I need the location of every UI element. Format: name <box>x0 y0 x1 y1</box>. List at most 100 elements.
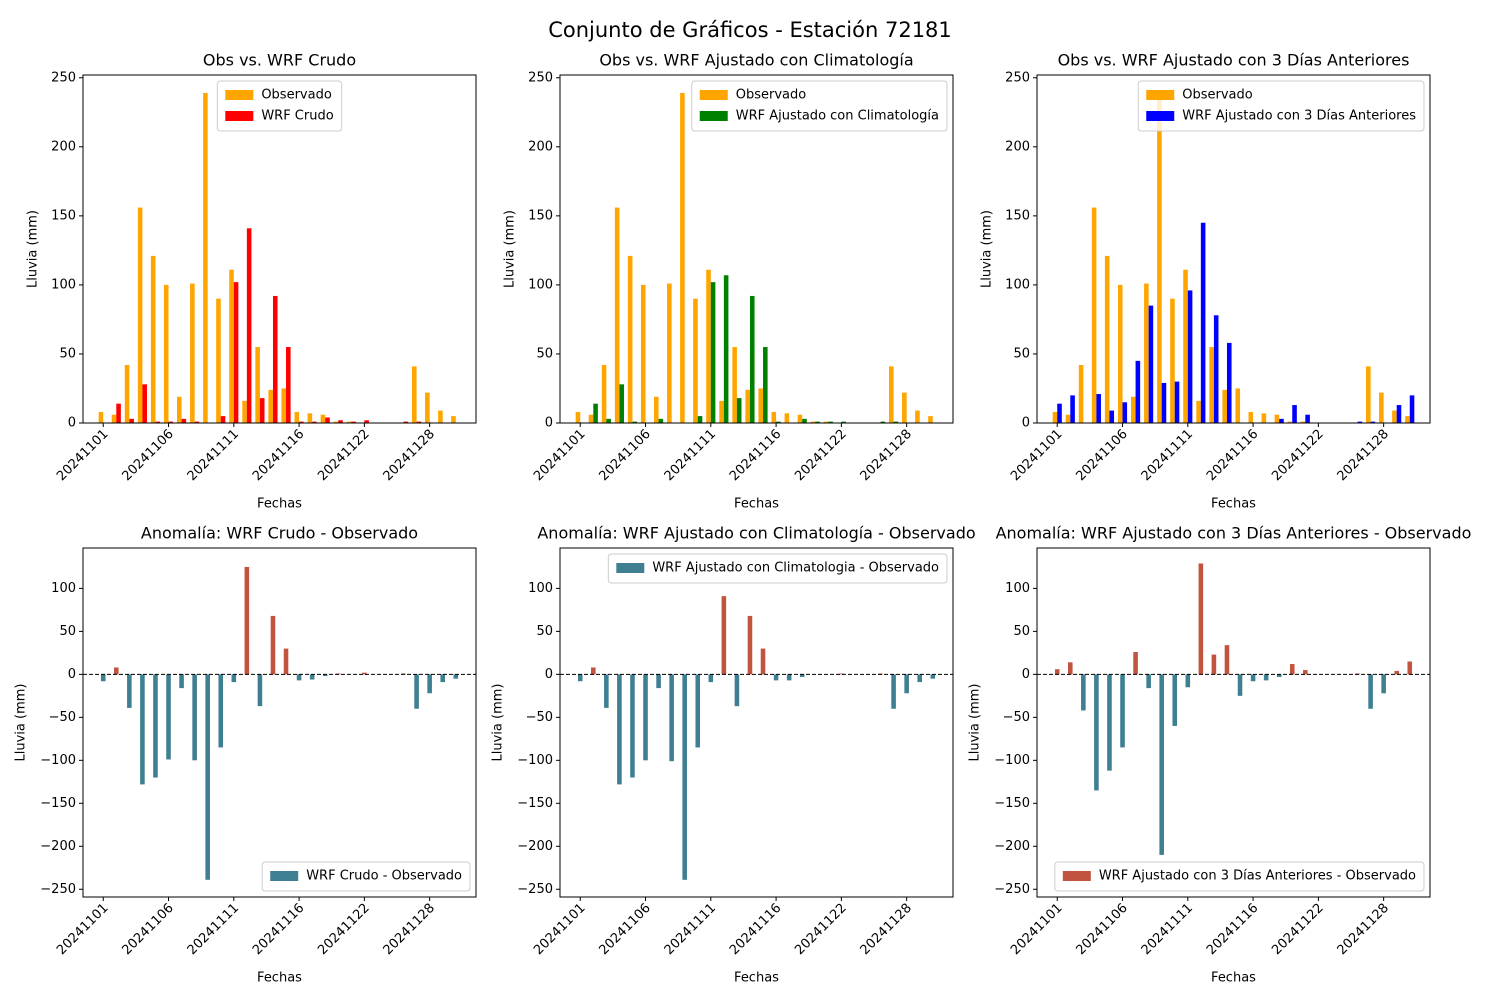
axes-frame <box>1036 547 1431 898</box>
legend-swatch <box>1062 871 1091 881</box>
legend-label: WRF Ajustado con 3 Días Anteriores - Obs… <box>1099 869 1416 884</box>
y-tick-label: −150 <box>517 796 553 811</box>
x-tick-label: 20241111 <box>1139 901 1196 958</box>
bar <box>242 400 247 423</box>
bar <box>1117 284 1123 423</box>
bar <box>309 674 315 680</box>
bar <box>1211 654 1217 675</box>
legend-label: WRF Crudo - Observado <box>306 869 462 884</box>
bar <box>1135 360 1141 423</box>
x-tick-label: 20241111 <box>185 901 242 958</box>
bar <box>710 282 716 423</box>
bar <box>1161 382 1167 423</box>
bar <box>362 672 367 675</box>
bar <box>1107 674 1112 771</box>
x-tick-label: 20241128 <box>381 901 438 958</box>
legend-swatch <box>699 90 728 100</box>
subplot-title: Obs vs. WRF Crudo <box>203 51 356 70</box>
bar <box>1057 403 1062 423</box>
bar <box>784 413 790 423</box>
bar <box>917 674 922 683</box>
bar <box>1305 414 1310 423</box>
bar <box>163 284 169 423</box>
bar <box>272 295 278 423</box>
x-tick-label: 20241122 <box>1269 427 1326 484</box>
y-tick-label: 100 <box>528 277 553 292</box>
bar <box>1091 207 1097 423</box>
bar <box>839 673 844 675</box>
subplot: Obs vs. WRF Ajustado con Climatología Fec… <box>503 51 954 512</box>
bar <box>1289 664 1295 675</box>
bar <box>1170 298 1175 423</box>
x-tick-label: 20241116 <box>250 901 307 958</box>
bar <box>320 414 326 423</box>
bar <box>1148 305 1154 423</box>
y-tick-label: −250 <box>517 882 553 897</box>
y-tick-label: 0 <box>545 416 553 431</box>
bar <box>114 667 119 675</box>
bar <box>891 674 896 709</box>
bar <box>815 421 820 423</box>
x-tick-label: 20241116 <box>1204 901 1261 958</box>
subplot-title: Anomalía: WRF Ajustado con Climatología … <box>537 524 975 543</box>
bar <box>179 674 184 689</box>
bar <box>116 403 121 423</box>
y-tick-label: −150 <box>40 796 76 811</box>
legend: Observado WRF Ajustado con 3 Días Anterio… <box>1137 80 1425 132</box>
bar <box>190 283 195 423</box>
x-axis-label: Fechas <box>734 971 779 986</box>
bar <box>1407 661 1413 675</box>
bar <box>1183 269 1188 423</box>
bar <box>246 228 252 423</box>
bar <box>333 421 339 423</box>
bar <box>915 410 920 423</box>
bar <box>205 674 210 880</box>
bar <box>1122 402 1128 423</box>
axes-frame <box>82 74 477 424</box>
x-tick-label: 20241101 <box>1008 901 1065 958</box>
bar <box>307 413 313 423</box>
bar <box>619 384 624 423</box>
bar <box>786 674 792 681</box>
bar <box>1405 416 1410 423</box>
legend-swatch <box>1146 90 1175 100</box>
x-tick-label: 20241128 <box>858 427 915 484</box>
y-tick-label: 200 <box>51 139 76 154</box>
bar <box>438 410 443 423</box>
axes-frame <box>82 547 477 898</box>
bar <box>697 416 703 423</box>
legend-box <box>691 80 948 132</box>
bar <box>100 674 106 682</box>
bar <box>1370 421 1376 423</box>
bar <box>928 416 933 423</box>
bar <box>364 420 369 423</box>
bar <box>1185 674 1191 688</box>
bar <box>617 674 622 785</box>
bar <box>1174 381 1180 423</box>
y-tick-label: 50 <box>536 346 553 361</box>
y-axis-label: Lluvia (mm) <box>968 684 983 762</box>
bar <box>575 411 581 423</box>
legend: Observado WRF Crudo <box>216 80 343 132</box>
bar <box>1094 674 1099 791</box>
bar <box>749 295 755 423</box>
bar <box>667 283 672 423</box>
bar <box>1109 410 1115 423</box>
bar <box>1248 411 1254 423</box>
y-tick-label: −50 <box>526 710 553 725</box>
y-tick-label: 50 <box>1013 346 1030 361</box>
legend-label: Observado <box>1182 88 1253 103</box>
bar <box>747 615 753 675</box>
bar <box>1068 662 1073 675</box>
bar <box>231 674 237 683</box>
bar <box>338 420 343 423</box>
bar <box>194 421 200 423</box>
y-tick-label: 0 <box>68 416 76 431</box>
bar <box>1144 283 1149 423</box>
y-tick-label: −200 <box>994 839 1030 854</box>
bar <box>416 421 422 423</box>
bar <box>893 421 899 423</box>
bar <box>1052 411 1058 423</box>
bar <box>129 418 134 423</box>
y-tick-label: −200 <box>517 839 553 854</box>
